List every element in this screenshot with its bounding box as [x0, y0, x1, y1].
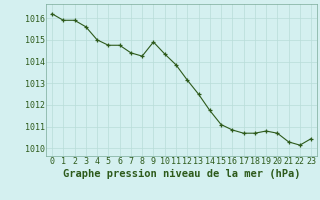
X-axis label: Graphe pression niveau de la mer (hPa): Graphe pression niveau de la mer (hPa)	[63, 169, 300, 179]
